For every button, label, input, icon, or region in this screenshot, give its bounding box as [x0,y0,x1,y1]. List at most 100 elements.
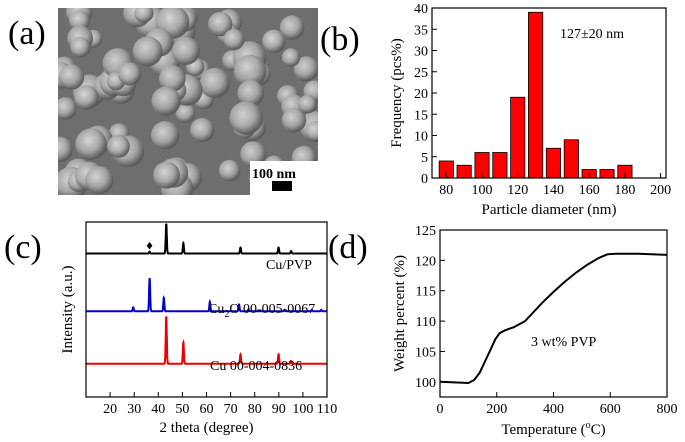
x-tick-label: 800 [657,402,678,417]
nanoparticle [132,36,163,67]
x-tick-label: 140 [543,183,564,198]
scale-bar [272,181,292,191]
xrd-series-line [86,277,327,313]
series-label-cu2o: Cu2O 00-005-0067 [208,302,315,320]
x-tick-label: 110 [317,402,337,417]
nanoparticle [281,107,307,133]
nanoparticle [58,97,77,120]
nanoparticle [75,128,107,160]
y-tick-label: 115 [416,285,436,300]
nanoparticle [107,135,130,158]
series-label-cu: Cu 00-004-0836 [210,359,302,374]
panel-a: (a) 100 nm [8,8,318,195]
mean-size-annotation: 127±20 nm [560,27,624,42]
nanoparticle [151,86,181,116]
scale-bar-label: 100 nm [252,167,296,182]
y-tick-label: 10 [414,130,428,145]
histogram-bar [510,96,526,179]
nanoparticle [199,68,230,99]
panel-d-label: (d) [328,229,368,266]
y-tick-label: 25 [414,66,428,81]
y-tick-label: 35 [414,23,428,38]
nanoparticle [69,10,90,32]
x-tick-label: 0 [437,402,444,417]
nanoparticle [159,65,186,92]
x-tick-label: 40 [151,402,165,417]
y-tick-label: 0 [421,172,428,187]
x-tick-label: 80 [439,183,453,198]
x-tick-label: 50 [175,402,189,417]
y-tick-label: 5 [421,151,428,166]
nanoparticle [190,117,215,143]
nanoparticle [175,103,196,123]
nanoparticle [74,85,99,110]
x-tick-label: 20 [103,402,117,417]
xrd-series-line [86,316,327,365]
diamond-marker: ♦ [146,238,153,253]
nanoparticle [293,56,318,82]
nanoparticle [305,121,318,142]
y-tick-label: 125 [415,224,436,239]
histogram-bar [563,139,579,179]
y-axis-label: Weight percent (%) [392,255,408,372]
tga-curve [439,252,668,385]
y-tick-label: 30 [414,45,428,60]
x-tick-label: 200 [650,183,671,198]
panel-c: (c) 20 30 40 50 60 70 80 90 100 110 2 theta (degre… [4,221,337,436]
pvp-content-annotation: 3 wt% PVP [531,335,597,350]
nanoparticle [85,166,114,195]
nanoparticle [240,141,267,168]
y-tick-label: 120 [415,254,436,269]
x-tick-label: 60 [200,402,214,417]
nanoparticle [218,159,241,182]
nanoparticle [208,11,233,37]
x-tick-label: 90 [272,402,286,417]
y-axis-label: Frequency (pcs%) [389,38,405,148]
histogram-bar [456,164,472,179]
nanoparticle [229,101,263,135]
nanoparticle [153,161,180,189]
nanoparticle [134,8,154,23]
nanoparticle [70,37,91,58]
x-tick-label: 100 [292,402,313,417]
nanoparticle [262,29,286,54]
x-axis-label: Particle diameter (nm) [482,202,617,218]
panel-d: (d) 0 200 400 600 800 100 105 110 115 120 125 Tempe… [328,224,678,438]
nanoparticle [118,62,142,86]
x-tick-label: 600 [600,402,621,417]
x-axis-label: 2 theta (degree) [159,420,253,436]
y-tick-label: 40 [414,2,428,17]
nanoparticle [281,48,301,67]
x-tick-label: 30 [127,402,141,417]
sem-image [58,8,318,195]
x-tick-label: 400 [543,402,564,417]
histogram-chart: 80 100 120 140 160 180 200 0 5 10 15 20 25 30 35 40 Part… [389,2,671,218]
x-tick-label: 160 [579,183,600,198]
y-tick-label: 105 [415,345,436,360]
y-axis-label: Intensity (a.u.) [60,266,76,354]
xrd-chart: 20 30 40 50 60 70 80 90 100 110 2 theta (degree) In… [60,221,337,436]
histogram-bar [528,11,544,179]
x-tick-label: 100 [472,183,493,198]
nanoparticle [279,15,305,40]
nanoparticle [171,37,200,65]
x-tick-label: 120 [507,183,528,198]
nanoparticle [58,136,73,162]
panel-b-label: (b) [320,21,360,58]
nanoparticle [233,54,267,88]
panel-c-label: (c) [4,229,42,266]
nanoparticle [223,28,245,51]
nanoparticle [237,79,265,107]
y-tick-label: 20 [414,87,428,102]
nanoparticle [298,94,317,114]
x-tick-label: 200 [486,402,507,417]
nanoparticle [58,64,85,90]
nanoparticle [151,121,180,150]
tga-chart: 0 200 400 600 800 100 105 110 115 120 125 Temperatu… [392,224,678,438]
x-tick-label: 180 [614,183,635,198]
histogram-bar [492,152,508,179]
y-tick-label: 100 [415,376,436,391]
panel-b: (b) 80 100 120 140 160 180 200 0 5 10 15 20 25 30 35 40… [320,2,671,218]
x-tick-label: 70 [224,402,238,417]
